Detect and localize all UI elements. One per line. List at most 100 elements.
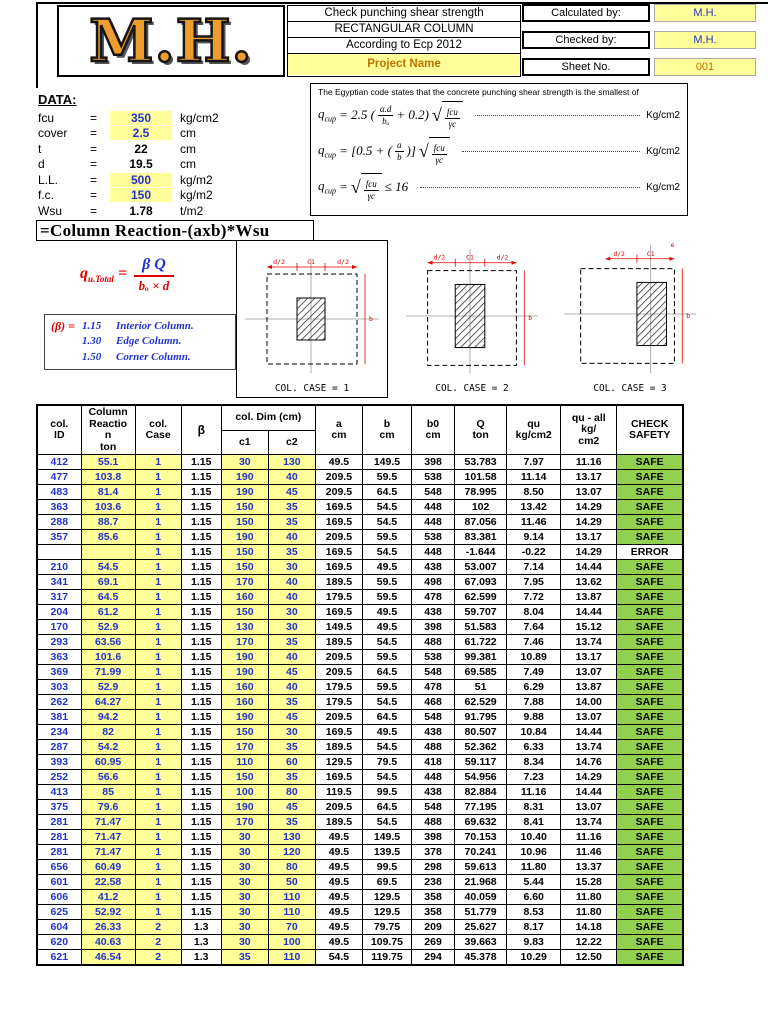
cell-beta: 1.15 (180, 664, 222, 681)
cell-reaction: 56.6 (80, 769, 136, 786)
table-row: 477 103.8 1 1.15 190 40 209.5 59.5 538 101.58 11.1… (36, 469, 684, 486)
diagram-caption: COL. CASE = 1 (275, 383, 350, 394)
cell-reaction: 41.2 (80, 889, 136, 906)
cell-b: 54.5 (361, 694, 413, 711)
cell-case: 1 (134, 754, 182, 771)
cell-col-id: 369 (36, 664, 82, 681)
cell-qu: 7.97 (506, 454, 562, 471)
data-unit: cm (180, 126, 196, 141)
code-formula: qcup = 2.5 (α.d bₒ + 0.2) √ fcu γc (318, 101, 463, 129)
dim-label: b (686, 312, 690, 320)
cell-check: ERROR (616, 544, 684, 561)
cell-b0: 269 (410, 934, 456, 951)
code-formula: qcup = √ fcu γc ≤ 16 (318, 173, 408, 201)
main-formula-denominator: bₒ × d (138, 278, 170, 293)
cell-q: 25.627 (454, 919, 508, 936)
cell-c2: 45 (267, 484, 316, 501)
cell-b0: 358 (410, 889, 456, 906)
cell-c2: 40 (267, 529, 316, 546)
cell-b: 64.5 (361, 484, 413, 501)
cell-b: 149.5 (361, 829, 413, 846)
checked-by-value: M.H. (654, 31, 756, 49)
cell-reaction: 85.6 (80, 529, 136, 546)
cell-a: 49.5 (314, 454, 363, 471)
cell-beta: 1.3 (180, 949, 222, 966)
data-label: fcu (38, 110, 55, 125)
cell-q: 53.007 (454, 559, 508, 576)
cell-reaction: 26.33 (80, 919, 136, 936)
cell-qu-all: 13.74 (560, 739, 618, 756)
cell-c1: 30 (220, 904, 269, 921)
cell-qu-all: 12.50 (560, 949, 618, 966)
header-case: col. Case (134, 404, 182, 456)
cell-beta: 1.15 (180, 739, 222, 756)
cell-b0: 548 (410, 664, 456, 681)
cell-c1: 170 (220, 739, 269, 756)
cell-col-id: 281 (36, 829, 82, 846)
cell-reaction: 60.49 (80, 859, 136, 876)
cell-b: 99.5 (361, 784, 413, 801)
cell-c1: 170 (220, 574, 269, 591)
cell-q: 83.381 (454, 529, 508, 546)
cell-c2: 30 (267, 619, 316, 636)
cell-b0: 438 (410, 784, 456, 801)
data-value: 19.5 (129, 157, 153, 172)
cell-b: 119.75 (361, 949, 413, 966)
cell-a: 49.5 (314, 934, 363, 951)
cell-a: 169.5 (314, 559, 363, 576)
dotted-leader (474, 114, 641, 116)
cell-beta: 1.15 (180, 679, 222, 696)
cell-beta: 1.3 (180, 919, 222, 936)
cell-b0: 448 (410, 544, 456, 561)
data-unit: t/m2 (180, 203, 204, 218)
cell-q: 78.995 (454, 484, 508, 501)
cell-qu: 11.14 (506, 469, 562, 486)
cell-reaction: 61.2 (80, 604, 136, 621)
cell-beta: 1.15 (180, 694, 222, 711)
cell-qu-all: 15.12 (560, 619, 618, 636)
cell-q: 59.613 (454, 859, 508, 876)
cell-col-id: 204 (36, 604, 82, 621)
table-row: 601 22.58 1 1.15 30 50 49.5 69.5 238 21.968 5.44 15… (36, 874, 684, 891)
table-row: 381 94.2 1 1.15 190 45 209.5 64.5 548 91.795 9.88 1… (36, 709, 684, 726)
cell-b0: 548 (410, 799, 456, 816)
code-formula-row: qcup = √ fcu γc ≤ 16 Kg/cm2 (318, 169, 680, 205)
cell-q: 69.632 (454, 814, 508, 831)
table-row: 1 1.15 150 35 169.5 54.5 448 -1.644 -0.22 14.29 ER… (36, 544, 684, 561)
cell-c1: 150 (220, 544, 269, 561)
cell-qu: 7.14 (506, 559, 562, 576)
header-c1: c1 (220, 429, 269, 456)
cell-qu: 11.16 (506, 784, 562, 801)
cell-c2: 35 (267, 814, 316, 831)
cell-case: 1 (134, 769, 182, 786)
table-row: 281 71.47 1 1.15 170 35 189.5 54.5 488 69.632 8.41… (36, 814, 684, 831)
cell-c2: 45 (267, 709, 316, 726)
table-row: 369 71.99 1 1.15 190 45 209.5 64.5 548 69.585 7.49… (36, 664, 684, 681)
cell-a: 169.5 (314, 724, 363, 741)
cell-b0: 438 (410, 724, 456, 741)
data-value: 22 (134, 141, 148, 156)
cell-beta: 1.15 (180, 649, 222, 666)
cell-qu: 9.14 (506, 529, 562, 546)
header-col-dim: col. Dim (cm) (220, 404, 316, 431)
cell-case: 1 (134, 469, 182, 486)
cell-q: 91.795 (454, 709, 508, 726)
cell-q: 40.059 (454, 889, 508, 906)
cell-check: SAFE (616, 724, 684, 741)
table-row: 204 61.2 1 1.15 150 30 169.5 49.5 438 59.707 8.04 1… (36, 604, 684, 621)
header-b: b cm (361, 404, 413, 456)
cell-reaction: 71.47 (80, 814, 136, 831)
cell-c1: 190 (220, 664, 269, 681)
code-intro-text: The Egyptian code states that the concre… (318, 87, 639, 97)
title-line-2: RECTANGULAR COLUMN (288, 22, 520, 38)
cell-check: SAFE (616, 799, 684, 816)
cell-c1: 190 (220, 484, 269, 501)
cell-qu-all: 13.07 (560, 799, 618, 816)
main-formula: qu.Total = β Q bₒ × d (80, 256, 174, 294)
cell-check: SAFE (616, 634, 684, 651)
cell-b: 79.75 (361, 919, 413, 936)
cell-a: 189.5 (314, 634, 363, 651)
cell-case: 1 (134, 814, 182, 831)
data-label: L.L. (38, 172, 59, 187)
cell-qu: 9.83 (506, 934, 562, 951)
